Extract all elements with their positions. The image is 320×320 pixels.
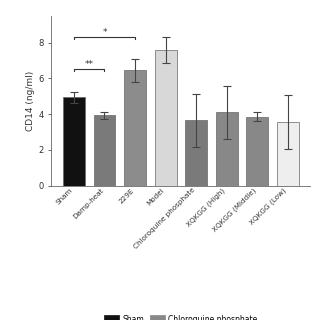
Bar (63, 97, 85, 186)
Bar (277, 122, 299, 186)
Text: **: ** (85, 60, 94, 69)
Legend: Sham, Chloroquine phosphate: Sham, Chloroquine phosphate (101, 312, 261, 320)
Bar (246, 117, 268, 186)
Bar (185, 120, 207, 186)
Text: *: * (102, 28, 107, 37)
Bar (93, 115, 116, 186)
Y-axis label: CD14 (ng/ml): CD14 (ng/ml) (27, 71, 36, 131)
Bar (216, 112, 237, 186)
Bar (124, 70, 146, 186)
Bar (155, 50, 177, 186)
